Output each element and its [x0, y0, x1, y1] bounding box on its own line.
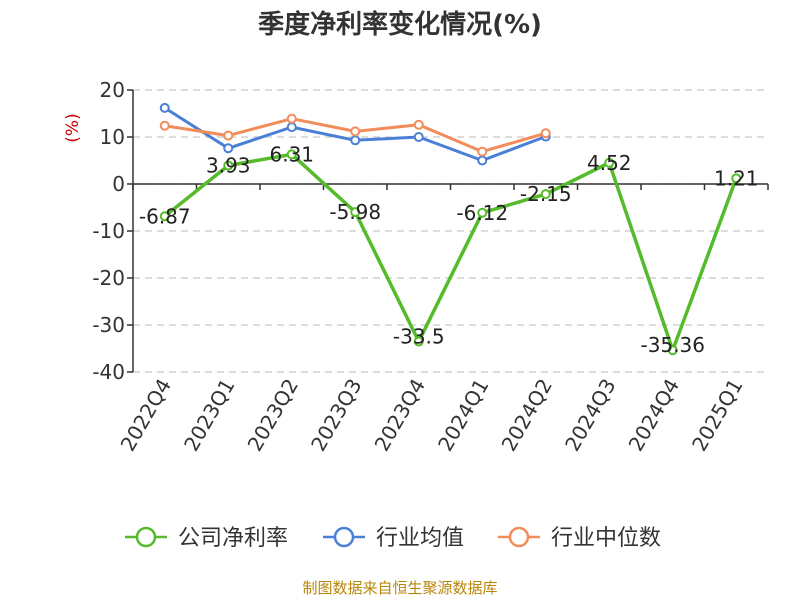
data-point [667, 345, 678, 356]
data-point [159, 102, 170, 113]
data-point [223, 160, 234, 171]
data-point [477, 146, 488, 157]
data-point [286, 113, 297, 124]
x-tick-label: 2025Q1 [687, 375, 747, 456]
series-line [163, 152, 738, 352]
data-point [159, 211, 170, 222]
data-point [540, 128, 551, 139]
y-tick-label: 10 [100, 125, 125, 149]
legend-item: 行业中位数 [551, 526, 661, 551]
x-tick-label: 2023Q4 [370, 375, 430, 456]
data-label: -6.12 [456, 201, 508, 225]
legend-marker [333, 526, 355, 548]
data-label: 3.93 [206, 154, 251, 178]
legend-marker [135, 526, 157, 548]
chart-title: 季度净利率变化情况(%) [258, 9, 542, 40]
data-point [413, 336, 424, 347]
x-tick-label: 2023Q2 [243, 375, 303, 456]
data-label: -6.87 [139, 204, 191, 228]
data-point [477, 155, 488, 166]
y-tick-label: -30 [92, 313, 125, 337]
source-note: 制图数据来自恒生聚源数据库 [302, 579, 497, 597]
data-point [604, 157, 615, 168]
data-point [540, 189, 551, 200]
x-tick-label: 2024Q2 [497, 375, 557, 456]
legend-item: 公司净利率 [178, 526, 288, 551]
data-point [223, 130, 234, 141]
y-axis-label: (%) [63, 113, 83, 142]
data-label: 4.52 [587, 151, 632, 175]
data-point [350, 135, 361, 146]
data-label: -35.36 [641, 333, 705, 357]
data-point [223, 143, 234, 154]
data-label: -33.5 [393, 324, 445, 348]
data-point [159, 120, 170, 131]
x-tick-label: 2024Q4 [624, 375, 684, 456]
y-tick-label: -10 [92, 219, 125, 243]
data-point [477, 207, 488, 218]
data-point [731, 173, 742, 184]
data-point [350, 126, 361, 137]
y-tick-label: 20 [100, 78, 125, 102]
series-layer [159, 102, 742, 356]
data-point [286, 149, 297, 160]
data-label: -2.15 [520, 182, 572, 206]
data-point [413, 119, 424, 130]
data-point [286, 122, 297, 133]
x-tick-label: 2022Q4 [116, 375, 176, 456]
y-tick-label: -40 [92, 360, 125, 384]
x-tick-label: 2023Q3 [306, 375, 366, 456]
x-tick-label: 2024Q3 [560, 375, 620, 456]
x-tick-label: 2024Q1 [433, 375, 493, 456]
data-point [413, 132, 424, 142]
data-label: -5.98 [329, 200, 381, 224]
legend: 公司净利率 行业均值 行业中位数 [125, 526, 661, 551]
data-point [350, 207, 361, 218]
x-tick-label: 2023Q1 [179, 375, 239, 456]
y-tick-label: 0 [112, 172, 125, 196]
data-label-layer: -6.87 3.93 6.31 -5.98 -33.5 -6.12 -2.15 4.52 -35… [139, 142, 759, 357]
legend-marker [508, 526, 530, 548]
data-label: 1.21 [714, 166, 759, 190]
legend-item: 行业均值 [376, 526, 464, 551]
data-label: 6.31 [269, 142, 314, 166]
y-tick-label: -20 [92, 266, 125, 290]
